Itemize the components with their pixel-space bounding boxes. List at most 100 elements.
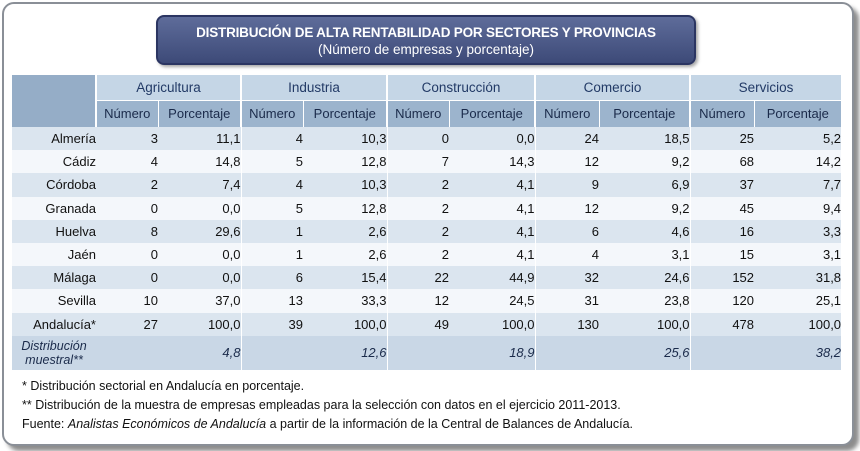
porcentaje-cell: 14,8 (158, 150, 242, 174)
footnote-1: * Distribución sectorial en Andalucía en… (22, 379, 305, 393)
numero-cell: 10 (96, 289, 158, 313)
numero-cell: 7 (387, 150, 449, 174)
porcentaje-cell: 0,0 (158, 242, 242, 267)
porcentaje-cell: 3,1 (599, 242, 691, 267)
subheader-numero: Número (387, 100, 450, 127)
porcentaje-cell: 44,9 (449, 266, 536, 290)
numero-cell: 120 (690, 289, 755, 313)
porcentaje-cell: 9,2 (599, 150, 691, 174)
porcentaje-cell: 10,3 (303, 127, 388, 151)
province-cell: Cádiz (12, 150, 96, 174)
numero-cell: 68 (690, 150, 755, 174)
numero-cell: 12 (535, 150, 600, 174)
distribution-value-cell: 38,2 (754, 335, 842, 370)
header-corner (12, 75, 97, 127)
porcentaje-cell: 3,1 (754, 242, 842, 267)
table-subtitle: (Número de empresas y porcentaje) (317, 42, 535, 57)
province-cell: Málaga (12, 266, 96, 290)
porcentaje-cell: 14,2 (754, 150, 842, 174)
porcentaje-cell: 12,8 (303, 150, 388, 174)
porcentaje-cell: 18,5 (599, 127, 691, 151)
porcentaje-cell: 23,8 (599, 289, 691, 313)
numero-cell: 45 (690, 196, 755, 220)
numero-cell: 31 (535, 289, 600, 313)
porcentaje-cell: 6,9 (599, 173, 691, 197)
numero-cell: 49 (387, 312, 449, 336)
source-author: Analistas Económicos de Andalucía (67, 417, 267, 431)
porcentaje-cell: 9,2 (599, 196, 691, 220)
porcentaje-cell: 10,3 (303, 173, 388, 197)
porcentaje-cell: 5,2 (754, 127, 842, 151)
porcentaje-cell: 2,6 (303, 242, 388, 267)
subheader-numero: Número (690, 100, 755, 127)
province-cell: Sevilla (12, 289, 96, 313)
numero-cell: 2 (387, 173, 449, 197)
footnotes: * Distribución sectorial en Andalucía en… (22, 377, 633, 434)
numero-cell: 25 (690, 127, 755, 151)
porcentaje-cell: 2,6 (303, 219, 388, 243)
porcentaje-cell: 4,1 (449, 196, 536, 220)
numero-cell: 22 (387, 266, 449, 290)
source-note: Fuente: Analistas Económicos de Andalucí… (22, 415, 633, 434)
table-row: Jaén 0 0,0 1 2,6 2 4,1 4 3,1 15 3,1 (12, 242, 842, 267)
subheader-porcentaje: Porcentaje (158, 100, 242, 127)
source-prefix: Fuente: (22, 417, 68, 431)
numero-cell: 1 (241, 242, 303, 267)
numero-cell: 4 (241, 127, 303, 151)
numero-cell: 4 (96, 150, 158, 174)
porcentaje-cell: 4,1 (449, 173, 536, 197)
data-table: Agricultura Industria Construcción Comer… (12, 75, 842, 370)
distribution-empty-cell (535, 335, 600, 370)
numero-cell: 37 (690, 173, 755, 197)
numero-cell: 0 (96, 242, 158, 267)
table-row: Granada 0 0,0 5 12,8 2 4,1 12 9,2 45 9,4 (12, 196, 842, 220)
table-title-box: DISTRIBUCIÓN DE ALTA RENTABILIDAD POR SE… (156, 15, 696, 65)
porcentaje-cell: 25,1 (754, 289, 842, 313)
table-row: Andalucía* 27 100,0 39 100,0 49 100,0 130 100,0 4… (12, 312, 842, 336)
subheader-numero: Número (241, 100, 304, 127)
numero-cell: 2 (96, 173, 158, 197)
subheader-numero: Número (96, 100, 159, 127)
numero-cell: 0 (387, 127, 449, 151)
numero-cell: 39 (241, 312, 303, 336)
header-sector: Comercio (535, 75, 692, 101)
numero-cell: 27 (96, 312, 158, 336)
numero-cell: 152 (690, 266, 755, 290)
header-sector: Construcción (387, 75, 537, 101)
province-cell: Andalucía* (12, 312, 96, 336)
table-row: Córdoba 2 7,4 4 10,3 2 4,1 9 6,9 37 7,7 (12, 173, 842, 197)
porcentaje-cell: 4,1 (449, 219, 536, 243)
distribution-value-cell: 4,8 (158, 335, 242, 370)
subheader-porcentaje: Porcentaje (303, 100, 388, 127)
table-title: DISTRIBUCIÓN DE ALTA RENTABILIDAD POR SE… (196, 25, 656, 40)
table-row: Málaga 0 0,0 6 15,4 22 44,9 32 24,6 152 31,8 (12, 266, 842, 290)
subheader-porcentaje: Porcentaje (754, 100, 842, 127)
province-cell: Huelva (12, 219, 96, 243)
header-sector: Servicios (690, 75, 842, 101)
porcentaje-cell: 11,1 (158, 127, 242, 151)
porcentaje-cell: 9,4 (754, 196, 842, 220)
porcentaje-cell: 31,8 (754, 266, 842, 290)
porcentaje-cell: 12,8 (303, 196, 388, 220)
numero-cell: 13 (241, 289, 303, 313)
numero-cell: 24 (535, 127, 600, 151)
numero-cell: 32 (535, 266, 600, 290)
numero-cell: 2 (387, 219, 449, 243)
table-row: Huelva 8 29,6 1 2,6 2 4,1 6 4,6 16 3,3 (12, 219, 842, 243)
porcentaje-cell: 7,7 (754, 173, 842, 197)
numero-cell: 12 (387, 289, 449, 313)
header-sector: Industria (241, 75, 388, 101)
porcentaje-cell: 24,6 (599, 266, 691, 290)
distribution-value-cell: 18,9 (449, 335, 536, 370)
distribution-value-cell: 25,6 (599, 335, 691, 370)
numero-cell: 0 (96, 266, 158, 290)
distribution-empty-cell (387, 335, 449, 370)
distribution-value-cell: 12,6 (303, 335, 388, 370)
porcentaje-cell: 0,0 (158, 196, 242, 220)
province-cell: Almería (12, 127, 96, 151)
porcentaje-cell: 0,0 (158, 266, 242, 290)
porcentaje-cell: 4,6 (599, 219, 691, 243)
province-cell: Granada (12, 196, 96, 220)
numero-cell: 5 (241, 150, 303, 174)
numero-cell: 4 (241, 173, 303, 197)
